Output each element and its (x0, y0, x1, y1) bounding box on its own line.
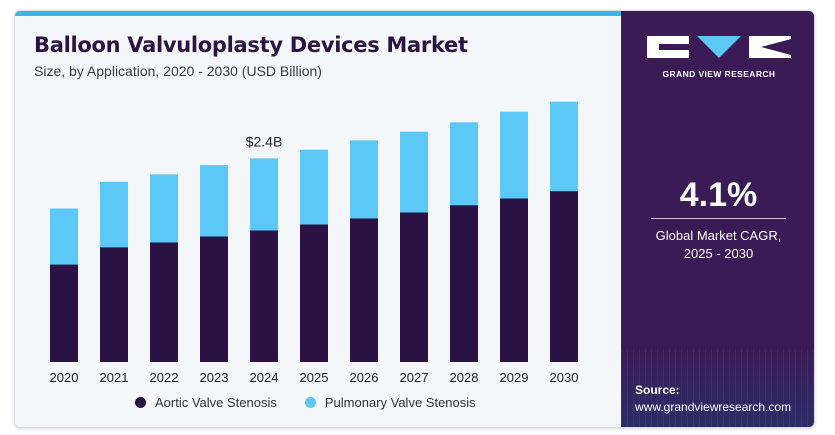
bar-pulmonary-2027 (400, 131, 428, 213)
bar-pulmonary-2030 (550, 101, 578, 192)
brand-name: GRAND VIEW RESEARCH (662, 69, 776, 79)
bar-pulmonary-2024 (250, 158, 278, 231)
bar-pulmonary-2029 (500, 111, 528, 199)
bar-aortic-2029 (500, 198, 528, 362)
infographic-card: Balloon Valvuloplasty Devices Market Siz… (14, 10, 815, 428)
cagr-label-line2: 2025 - 2030 (683, 246, 754, 261)
bar-pulmonary-2026 (350, 140, 378, 219)
bar-aortic-2023 (200, 236, 228, 362)
data-label-2024: $2.4B (246, 133, 283, 149)
x-tick-label-2025: 2025 (300, 370, 329, 385)
source-url[interactable]: www.grandviewresearch.com (635, 400, 792, 414)
chart-title: Balloon Valvuloplasty Devices Market (34, 33, 468, 57)
legend-item-aortic: Aortic Valve Stenosis (135, 395, 277, 410)
x-tick-label-2022: 2022 (150, 370, 179, 385)
source-label: Source: (635, 383, 680, 397)
bar-aortic-2028 (450, 205, 478, 362)
chart-panel: Balloon Valvuloplasty Devices Market Siz… (15, 11, 621, 427)
x-tick-label-2029: 2029 (500, 370, 529, 385)
bar-pulmonary-2021 (100, 181, 128, 248)
bar-aortic-2022 (150, 242, 178, 362)
bar-aortic-2030 (550, 191, 578, 362)
legend-dot-pulmonary (304, 397, 316, 408)
cagr-value: 4.1% (679, 176, 758, 214)
bar-aortic-2024 (250, 230, 278, 362)
sidebar-panel: GRAND VIEW RESEARCH 4.1% Global Market C… (621, 11, 814, 427)
sidebar-texture (621, 349, 814, 427)
x-tick-label-2027: 2027 (400, 370, 429, 385)
bar-pulmonary-2028 (450, 122, 478, 206)
bar-aortic-2021 (100, 247, 128, 362)
bar-aortic-2027 (400, 212, 428, 362)
x-tick-label-2024: 2024 (250, 370, 279, 385)
bar-pulmonary-2025 (300, 149, 328, 225)
legend-label-aortic: Aortic Valve Stenosis (155, 395, 277, 410)
bar-pulmonary-2020 (50, 208, 78, 265)
legend-item-pulmonary: Pulmonary Valve Stenosis (304, 395, 476, 410)
x-tick-label-2023: 2023 (200, 370, 229, 385)
bar-chart: 2020 2021 2022 2023 2024 $2.4B 2025 2026 2027 202… (50, 101, 579, 385)
chart-legend: Aortic Valve Stenosis Pulmonary Valve St… (135, 395, 504, 410)
bar-pulmonary-2022 (150, 174, 178, 243)
x-tick-label-2020: 2020 (50, 370, 79, 385)
cagr-divider (651, 218, 786, 219)
legend-label-pulmonary: Pulmonary Valve Stenosis (324, 395, 476, 410)
x-tick-label-2028: 2028 (450, 370, 479, 385)
chart-subtitle: Size, by Application, 2020 - 2030 (USD B… (34, 63, 322, 79)
x-tick-label-2030: 2030 (550, 370, 579, 385)
bar-pulmonary-2023 (200, 165, 228, 237)
cagr-label: Global Market CAGR, 2025 - 2030 (621, 227, 814, 263)
legend-dot-aortic (135, 397, 146, 408)
brand-logo: GRAND VIEW RESEARCH (645, 33, 793, 83)
brand-logo-icon (647, 36, 791, 58)
x-tick-label-2026: 2026 (350, 370, 379, 385)
bar-aortic-2026 (350, 218, 378, 362)
top-accent-bar (15, 11, 621, 16)
bar-aortic-2025 (300, 224, 328, 362)
cagr-label-line1: Global Market CAGR, (655, 228, 782, 243)
bar-aortic-2020 (50, 264, 78, 362)
x-tick-label-2021: 2021 (100, 370, 129, 385)
